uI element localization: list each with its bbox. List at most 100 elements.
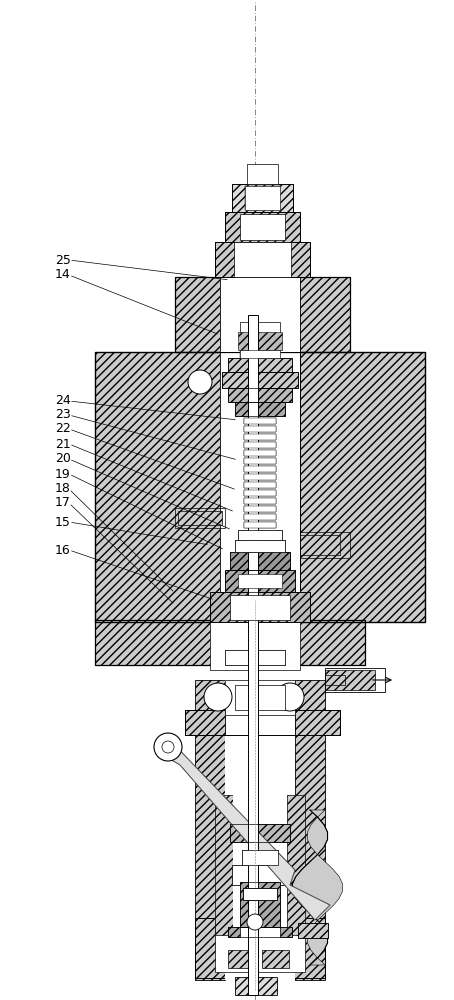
Text: 17: 17	[55, 496, 71, 510]
Bar	[244, 498, 276, 504]
Bar	[244, 442, 276, 448]
Bar	[230, 824, 290, 842]
Bar	[298, 923, 328, 938]
Bar	[243, 888, 277, 900]
Bar	[238, 332, 282, 350]
Bar	[215, 922, 305, 972]
Bar	[222, 372, 298, 388]
Bar	[244, 466, 276, 472]
Bar	[244, 514, 276, 520]
Bar	[230, 552, 290, 570]
Bar	[244, 522, 276, 528]
Bar	[242, 850, 278, 865]
Bar	[244, 514, 276, 520]
Bar	[210, 592, 310, 622]
Circle shape	[188, 370, 212, 394]
Bar	[210, 615, 300, 670]
Text: 18: 18	[55, 483, 71, 495]
Text: 23: 23	[55, 408, 71, 422]
Bar	[287, 795, 305, 935]
Bar	[234, 242, 291, 277]
Circle shape	[204, 683, 232, 711]
Bar	[235, 402, 285, 416]
Bar	[228, 358, 292, 372]
Bar	[244, 418, 276, 424]
Bar	[228, 388, 292, 402]
Bar	[225, 650, 285, 665]
Bar	[244, 482, 276, 488]
Bar	[244, 426, 276, 432]
Bar	[240, 350, 280, 358]
Bar	[175, 508, 225, 528]
Bar	[220, 277, 300, 352]
Bar	[245, 186, 280, 210]
Bar	[244, 490, 276, 496]
Bar	[232, 865, 242, 885]
Bar	[195, 918, 325, 978]
Bar	[238, 574, 282, 588]
Bar	[300, 532, 350, 558]
Text: 22: 22	[55, 422, 71, 436]
Text: 24: 24	[55, 394, 71, 408]
Bar	[215, 242, 310, 277]
Bar	[228, 358, 292, 372]
Bar	[230, 552, 290, 570]
Bar	[175, 277, 350, 352]
Text: 16: 16	[55, 544, 71, 556]
Text: 21: 21	[55, 438, 71, 450]
Text: 19: 19	[55, 468, 71, 481]
Bar	[278, 865, 288, 885]
Bar	[244, 450, 276, 456]
Bar	[325, 670, 375, 690]
Bar	[233, 795, 287, 935]
Bar	[262, 950, 289, 968]
Text: 25: 25	[55, 253, 71, 266]
Circle shape	[162, 741, 174, 753]
Bar	[235, 685, 285, 710]
Bar	[300, 352, 425, 622]
Bar	[225, 650, 285, 665]
Bar	[325, 668, 385, 692]
Bar	[225, 680, 295, 980]
Bar	[178, 511, 222, 525]
Bar	[300, 535, 340, 555]
Circle shape	[276, 683, 304, 711]
Bar	[235, 402, 285, 416]
Polygon shape	[292, 810, 343, 965]
Bar	[225, 570, 295, 592]
Bar	[240, 322, 280, 350]
Bar	[175, 277, 350, 352]
Bar	[195, 680, 225, 980]
Bar	[238, 530, 282, 540]
Circle shape	[247, 914, 263, 930]
Bar	[244, 458, 276, 464]
Bar	[244, 458, 276, 464]
Bar	[244, 474, 276, 480]
Bar	[232, 184, 293, 212]
Bar	[95, 620, 365, 665]
Bar	[248, 315, 258, 995]
Bar	[230, 824, 290, 842]
Bar	[295, 710, 340, 735]
Bar	[232, 865, 288, 885]
Bar	[244, 506, 276, 512]
Bar	[244, 418, 276, 424]
Bar	[244, 442, 276, 448]
Bar	[228, 927, 240, 937]
Bar	[185, 710, 225, 735]
Circle shape	[154, 733, 182, 761]
Bar	[228, 927, 292, 937]
Bar	[228, 950, 255, 968]
Bar	[225, 212, 300, 242]
Bar	[235, 540, 285, 552]
Bar	[244, 466, 276, 472]
Bar	[240, 214, 285, 240]
Bar	[235, 977, 277, 995]
Bar	[244, 522, 276, 528]
Bar	[95, 352, 220, 622]
Bar	[222, 372, 298, 388]
Text: 15: 15	[55, 516, 71, 528]
Bar	[298, 923, 328, 938]
Text: 14: 14	[55, 268, 71, 282]
Bar	[185, 710, 340, 735]
